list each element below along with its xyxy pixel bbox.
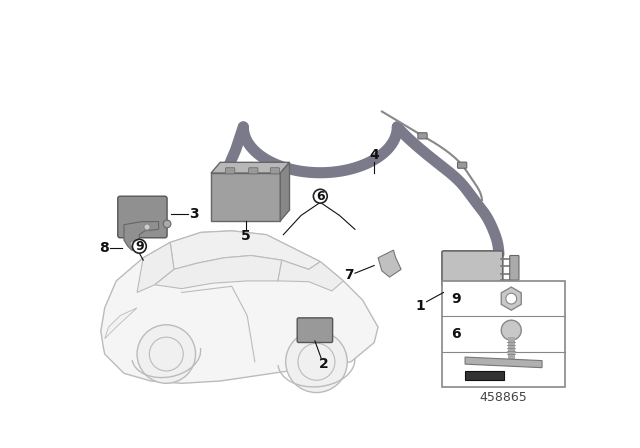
FancyBboxPatch shape [418, 133, 427, 139]
Polygon shape [378, 250, 401, 277]
FancyBboxPatch shape [458, 162, 467, 168]
FancyBboxPatch shape [442, 251, 503, 286]
Text: 458865: 458865 [480, 392, 527, 405]
Polygon shape [105, 308, 137, 339]
FancyBboxPatch shape [118, 196, 167, 238]
Bar [442, 281, 565, 387]
Circle shape [314, 190, 327, 203]
Polygon shape [124, 222, 159, 250]
Text: 1: 1 [415, 299, 425, 313]
Circle shape [163, 220, 171, 228]
Text: 9: 9 [451, 292, 461, 306]
FancyBboxPatch shape [270, 168, 280, 174]
Text: 2: 2 [319, 357, 329, 371]
Text: 8: 8 [99, 241, 109, 255]
Polygon shape [137, 242, 174, 293]
Polygon shape [278, 260, 344, 291]
Text: 6: 6 [316, 190, 324, 202]
Text: 7: 7 [344, 268, 354, 282]
Polygon shape [101, 231, 378, 383]
Text: 5: 5 [241, 229, 250, 243]
Circle shape [285, 331, 348, 392]
Polygon shape [155, 255, 282, 289]
FancyBboxPatch shape [509, 255, 519, 280]
Circle shape [506, 293, 516, 304]
Circle shape [144, 224, 150, 230]
Text: 4: 4 [369, 148, 379, 162]
Polygon shape [170, 231, 320, 269]
Circle shape [298, 343, 335, 380]
Circle shape [149, 337, 183, 371]
Polygon shape [465, 371, 504, 380]
Text: 3: 3 [189, 207, 199, 221]
Circle shape [130, 241, 136, 247]
Polygon shape [211, 162, 289, 173]
Polygon shape [280, 162, 289, 221]
FancyBboxPatch shape [297, 318, 333, 343]
Polygon shape [465, 357, 542, 368]
Circle shape [137, 325, 196, 383]
Circle shape [132, 239, 147, 253]
FancyBboxPatch shape [225, 168, 235, 174]
Text: 6: 6 [451, 327, 461, 341]
Polygon shape [211, 173, 280, 221]
Circle shape [501, 320, 521, 340]
FancyBboxPatch shape [249, 168, 258, 174]
Text: 9: 9 [135, 240, 143, 253]
